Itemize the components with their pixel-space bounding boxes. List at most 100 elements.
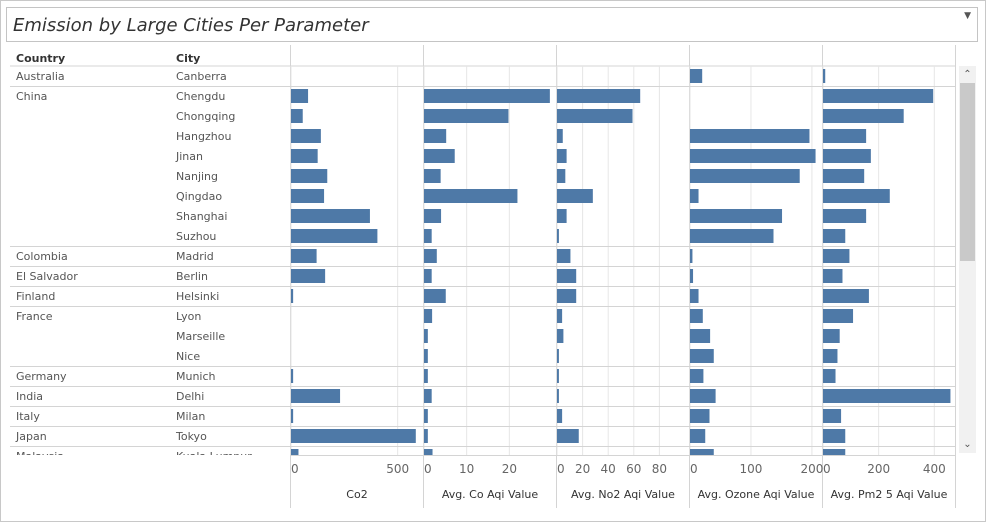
bar[interactable]: [823, 289, 869, 303]
bar[interactable]: [291, 169, 328, 183]
bar[interactable]: [291, 249, 317, 263]
bar[interactable]: [424, 409, 428, 423]
bar[interactable]: [823, 309, 854, 323]
bar[interactable]: [291, 389, 341, 403]
bar[interactable]: [823, 329, 840, 343]
bar[interactable]: [557, 189, 593, 203]
bar[interactable]: [557, 309, 563, 323]
bar[interactable]: [690, 329, 711, 343]
tick-label: 60: [626, 462, 641, 476]
bar[interactable]: [823, 249, 850, 263]
bar[interactable]: [690, 129, 810, 143]
bar[interactable]: [424, 189, 518, 203]
bar[interactable]: [690, 289, 699, 303]
bar[interactable]: [291, 129, 321, 143]
bar[interactable]: [291, 369, 294, 383]
bar[interactable]: [424, 109, 509, 123]
bar[interactable]: [424, 449, 433, 463]
bar[interactable]: [291, 89, 309, 103]
bar[interactable]: [690, 429, 706, 443]
bar[interactable]: [690, 189, 699, 203]
bar[interactable]: [424, 169, 441, 183]
bar[interactable]: [424, 349, 428, 363]
bar[interactable]: [823, 129, 867, 143]
bar[interactable]: [291, 409, 294, 423]
bar[interactable]: [291, 189, 325, 203]
bar[interactable]: [291, 209, 370, 223]
bar[interactable]: [424, 369, 428, 383]
scrollbar-thumb[interactable]: [960, 83, 975, 261]
bar[interactable]: [424, 309, 433, 323]
bar[interactable]: [690, 169, 800, 183]
chart-title: Emission by Large Cities Per Parameter: [13, 15, 369, 36]
bar[interactable]: [690, 389, 716, 403]
bar[interactable]: [823, 109, 904, 123]
bar[interactable]: [823, 269, 843, 283]
bar[interactable]: [823, 369, 836, 383]
bar[interactable]: [424, 329, 428, 343]
bar[interactable]: [291, 449, 299, 463]
bar[interactable]: [557, 329, 564, 343]
caret-down-icon[interactable]: ▼: [964, 11, 971, 21]
bar[interactable]: [557, 109, 633, 123]
bar[interactable]: [424, 429, 428, 443]
chevron-up-icon[interactable]: ⌃: [963, 69, 972, 80]
bar[interactable]: [424, 209, 442, 223]
bar[interactable]: [557, 429, 579, 443]
bar[interactable]: [291, 149, 318, 163]
country-label: Germany: [16, 370, 67, 383]
bar[interactable]: [690, 229, 774, 243]
bar[interactable]: [557, 369, 559, 383]
bar[interactable]: [823, 209, 867, 223]
bar[interactable]: [557, 209, 567, 223]
bar[interactable]: [424, 229, 432, 243]
bar[interactable]: [557, 169, 566, 183]
bar[interactable]: [291, 289, 294, 303]
bar[interactable]: [424, 289, 446, 303]
bar[interactable]: [690, 409, 710, 423]
bar[interactable]: [424, 249, 437, 263]
bar[interactable]: [291, 109, 303, 123]
bar[interactable]: [823, 169, 865, 183]
bar[interactable]: [690, 309, 703, 323]
bar[interactable]: [823, 149, 871, 163]
bar[interactable]: [690, 449, 714, 463]
bar[interactable]: [690, 69, 703, 83]
bar[interactable]: [823, 189, 890, 203]
bar[interactable]: [557, 249, 571, 263]
bar[interactable]: [823, 69, 826, 83]
bar[interactable]: [823, 229, 846, 243]
chart-title-box[interactable]: Emission by Large Cities Per Parameter ▼: [6, 7, 978, 42]
bar[interactable]: [690, 149, 816, 163]
bar[interactable]: [291, 429, 416, 443]
bar[interactable]: [823, 409, 842, 423]
bar[interactable]: [557, 269, 577, 283]
chevron-down-icon[interactable]: ⌄: [963, 439, 972, 450]
bar[interactable]: [823, 349, 838, 363]
bar[interactable]: [823, 429, 846, 443]
bar[interactable]: [557, 129, 563, 143]
bar[interactable]: [690, 269, 694, 283]
tick-label: 500: [386, 462, 409, 476]
bar[interactable]: [424, 389, 432, 403]
bar[interactable]: [557, 289, 577, 303]
bar[interactable]: [823, 89, 934, 103]
bar[interactable]: [424, 129, 447, 143]
bar[interactable]: [823, 389, 951, 403]
bar[interactable]: [690, 369, 704, 383]
bar[interactable]: [690, 349, 714, 363]
bar[interactable]: [557, 409, 563, 423]
bar[interactable]: [557, 89, 641, 103]
bar[interactable]: [291, 269, 326, 283]
bar[interactable]: [291, 229, 378, 243]
bar[interactable]: [424, 269, 432, 283]
bar[interactable]: [690, 249, 693, 263]
bar[interactable]: [424, 149, 455, 163]
bar[interactable]: [557, 229, 559, 243]
bar[interactable]: [823, 449, 846, 463]
bar[interactable]: [557, 149, 567, 163]
bar[interactable]: [557, 349, 559, 363]
bar[interactable]: [690, 209, 783, 223]
bar[interactable]: [557, 389, 559, 403]
bar[interactable]: [424, 89, 550, 103]
